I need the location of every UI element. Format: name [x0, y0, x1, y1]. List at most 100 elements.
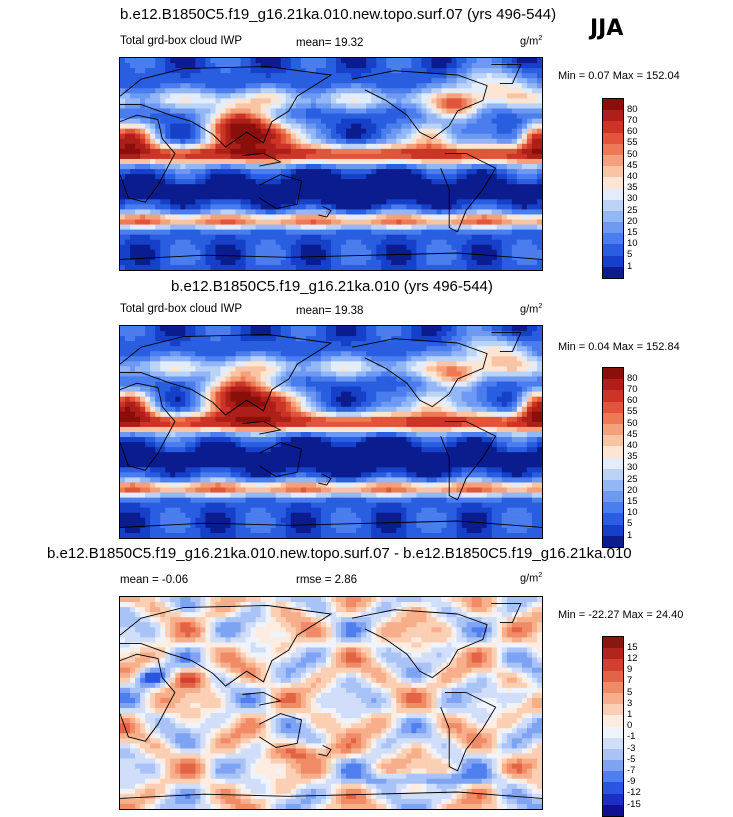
grid-cell: [281, 149, 287, 155]
grid-cell: [452, 356, 458, 362]
grid-cell: [195, 98, 201, 104]
grid-cell: [527, 63, 533, 69]
grid-cell: [331, 346, 337, 352]
grid-cell: [346, 397, 352, 403]
grid-cell: [467, 260, 473, 266]
grid-cell: [437, 220, 443, 226]
grid-cell: [391, 326, 397, 332]
grid-cell: [180, 214, 186, 220]
grid-cell: [220, 199, 226, 205]
grid-cell: [251, 326, 257, 332]
grid-cell: [145, 144, 151, 150]
grid-cell: [462, 169, 468, 175]
grid-cell: [457, 134, 463, 140]
grid-cell: [241, 189, 247, 195]
grid-cell: [261, 83, 267, 89]
grid-cell: [532, 326, 538, 332]
grid-cell: [527, 114, 533, 120]
grid-cell: [271, 351, 277, 357]
grid-cell: [231, 58, 237, 64]
grid-cell: [190, 382, 196, 388]
grid-cell: [321, 225, 327, 231]
grid-cell: [527, 214, 533, 220]
grid-cell: [145, 220, 151, 226]
grid-cell: [522, 103, 528, 109]
grid-cell: [210, 361, 216, 367]
grid-cell: [361, 260, 367, 266]
grid-cell: [462, 331, 468, 337]
grid-cell: [477, 83, 483, 89]
grid-cell: [150, 265, 156, 270]
grid-cell: [311, 265, 317, 270]
grid-cell: [447, 371, 453, 377]
grid-cell: [336, 63, 342, 69]
grid-cell: [396, 214, 402, 220]
grid-cell: [487, 356, 493, 362]
grid-cell: [326, 230, 332, 236]
grid-cell: [261, 214, 267, 220]
grid-cell: [497, 194, 503, 200]
grid-cell: [160, 392, 166, 398]
grid-cell: [316, 245, 322, 251]
grid-cell: [366, 245, 372, 251]
grid-cell: [401, 184, 407, 190]
grid-cell: [452, 189, 458, 195]
grid-cell: [195, 179, 201, 185]
grid-cell: [301, 189, 307, 195]
grid-cell: [371, 326, 377, 332]
grid-cell: [517, 58, 523, 64]
grid-cell: [522, 139, 528, 145]
grid-cell: [472, 83, 478, 89]
grid-cell: [170, 189, 176, 195]
grid-cell: [386, 199, 392, 205]
grid-cell: [517, 220, 523, 226]
grid-cell: [532, 73, 538, 79]
grid-cell: [381, 245, 387, 251]
grid-cell: [507, 402, 513, 408]
grid-cell: [346, 139, 352, 145]
grid-cell: [301, 78, 307, 84]
grid-cell: [396, 407, 402, 413]
grid-cell: [356, 371, 362, 377]
grid-cell: [482, 331, 488, 337]
grid-cell: [331, 204, 337, 210]
grid-cell: [512, 225, 518, 231]
grid-cell: [301, 73, 307, 79]
grid-cell: [261, 225, 267, 231]
grid-cell: [180, 341, 186, 347]
grid-cell: [472, 341, 478, 347]
grid-cell: [160, 144, 166, 150]
grid-cell: [271, 88, 277, 94]
grid-cell: [522, 58, 528, 64]
grid-cell: [351, 139, 357, 145]
grid-cell: [160, 240, 166, 246]
grid-cell: [351, 144, 357, 150]
grid-cell: [326, 331, 332, 337]
grid-cell: [170, 235, 176, 241]
grid-cell: [386, 392, 392, 398]
grid-cell: [241, 159, 247, 165]
grid-cell: [311, 169, 317, 175]
grid-cell: [401, 139, 407, 145]
grid-cell: [356, 179, 362, 185]
grid-cell: [220, 376, 226, 382]
grid-cell: [205, 371, 211, 377]
grid-cell: [507, 134, 513, 140]
grid-cell: [477, 134, 483, 140]
grid-cell: [271, 134, 277, 140]
grid-cell: [170, 407, 176, 413]
grid-cell: [236, 230, 242, 236]
grid-cell: [406, 366, 412, 372]
grid-cell: [195, 78, 201, 84]
grid-cell: [381, 331, 387, 337]
grid-cell: [416, 189, 422, 195]
grid-cell: [130, 149, 136, 155]
grid-cell: [175, 366, 181, 372]
grid-cell: [416, 214, 422, 220]
grid-cell: [386, 88, 392, 94]
grid-cell: [331, 260, 337, 266]
grid-cell: [482, 98, 488, 104]
grid-cell: [220, 326, 226, 332]
grid-cell: [376, 78, 382, 84]
grid-cell: [447, 88, 453, 94]
